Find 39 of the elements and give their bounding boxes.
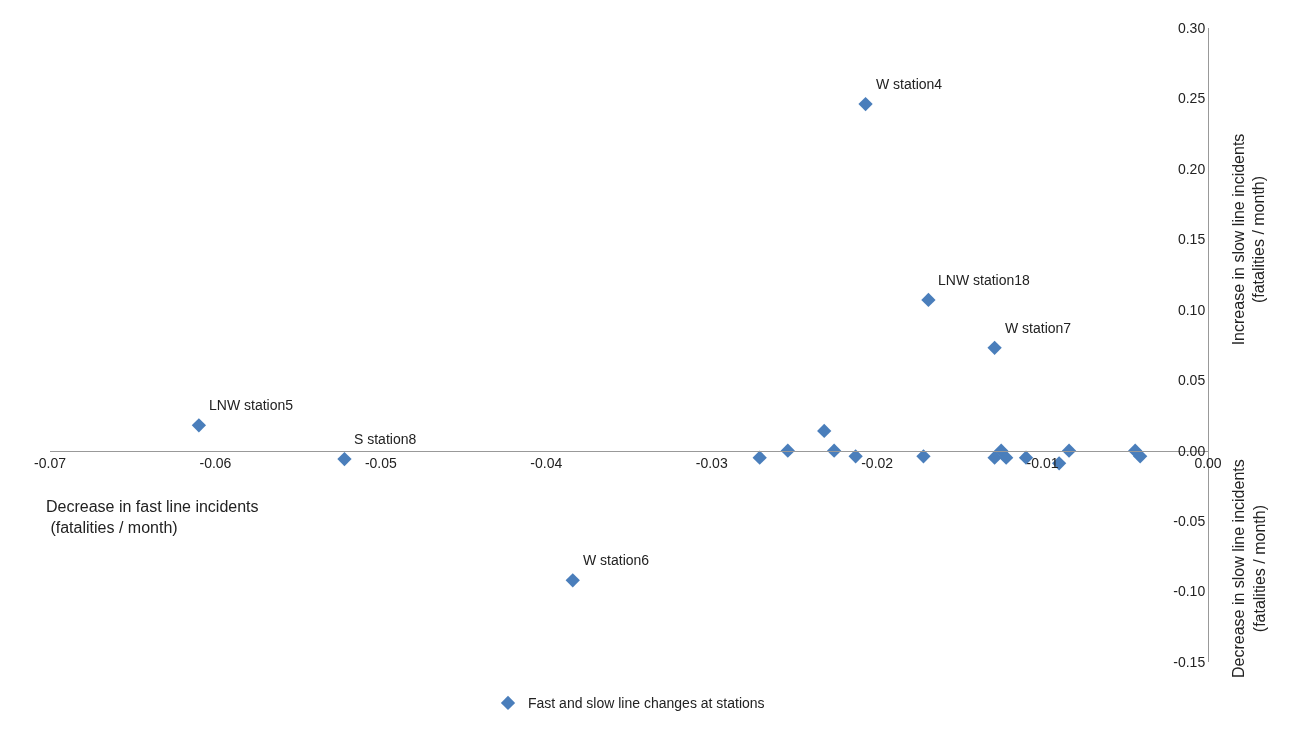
y-tick-label: -0.10 xyxy=(1173,583,1206,600)
point xyxy=(1133,449,1148,464)
point xyxy=(987,340,1002,355)
x-tick-label: -0.07 xyxy=(34,455,67,472)
point xyxy=(817,423,832,439)
point xyxy=(858,96,873,112)
y-tick-label: 0.25 xyxy=(1177,90,1206,107)
point xyxy=(752,450,767,465)
point xyxy=(999,450,1014,465)
annotation: LNW station5 xyxy=(209,397,294,413)
point xyxy=(191,418,207,433)
annotation: W station4 xyxy=(876,76,943,92)
x-tick-label: -0.04 xyxy=(530,455,563,472)
annotation: LNW station18 xyxy=(938,272,1031,288)
y-tick-label: 0.30 xyxy=(1177,19,1206,36)
y-tick-label: 0.15 xyxy=(1177,231,1206,248)
y-tick-label: -0.15 xyxy=(1173,653,1206,670)
x-axis-title: Decrease in fast line incidents (fatalities / month) xyxy=(46,498,259,536)
annotation: S station8 xyxy=(354,431,417,447)
legend-label: Fast and slow line changes at stations xyxy=(528,695,765,712)
x-tick-label: -0.02 xyxy=(861,455,894,472)
point xyxy=(848,449,863,464)
point xyxy=(337,451,352,467)
y-axis-title: Increase in slow line incidents (fatalities / month) xyxy=(1229,133,1268,346)
x-tick-label: -0.05 xyxy=(364,455,398,472)
point xyxy=(921,292,936,308)
point xyxy=(565,573,580,588)
point xyxy=(780,443,795,458)
annotation: W station7 xyxy=(1005,320,1072,336)
x-tick-label: -0.03 xyxy=(695,455,728,472)
y-tick-label: -0.05 xyxy=(1173,513,1206,530)
x-tick-label: -0.06 xyxy=(199,455,232,472)
y-tick-label: 0.20 xyxy=(1177,160,1206,177)
text: Decrease in slow line incidents (fatalities / month) xyxy=(1229,459,1268,679)
y-tick-label: 0.05 xyxy=(1177,372,1206,389)
point xyxy=(987,450,1002,465)
point xyxy=(916,449,931,464)
annotation: W station6 xyxy=(583,552,650,568)
y-tick-label: 0.10 xyxy=(1177,301,1206,318)
